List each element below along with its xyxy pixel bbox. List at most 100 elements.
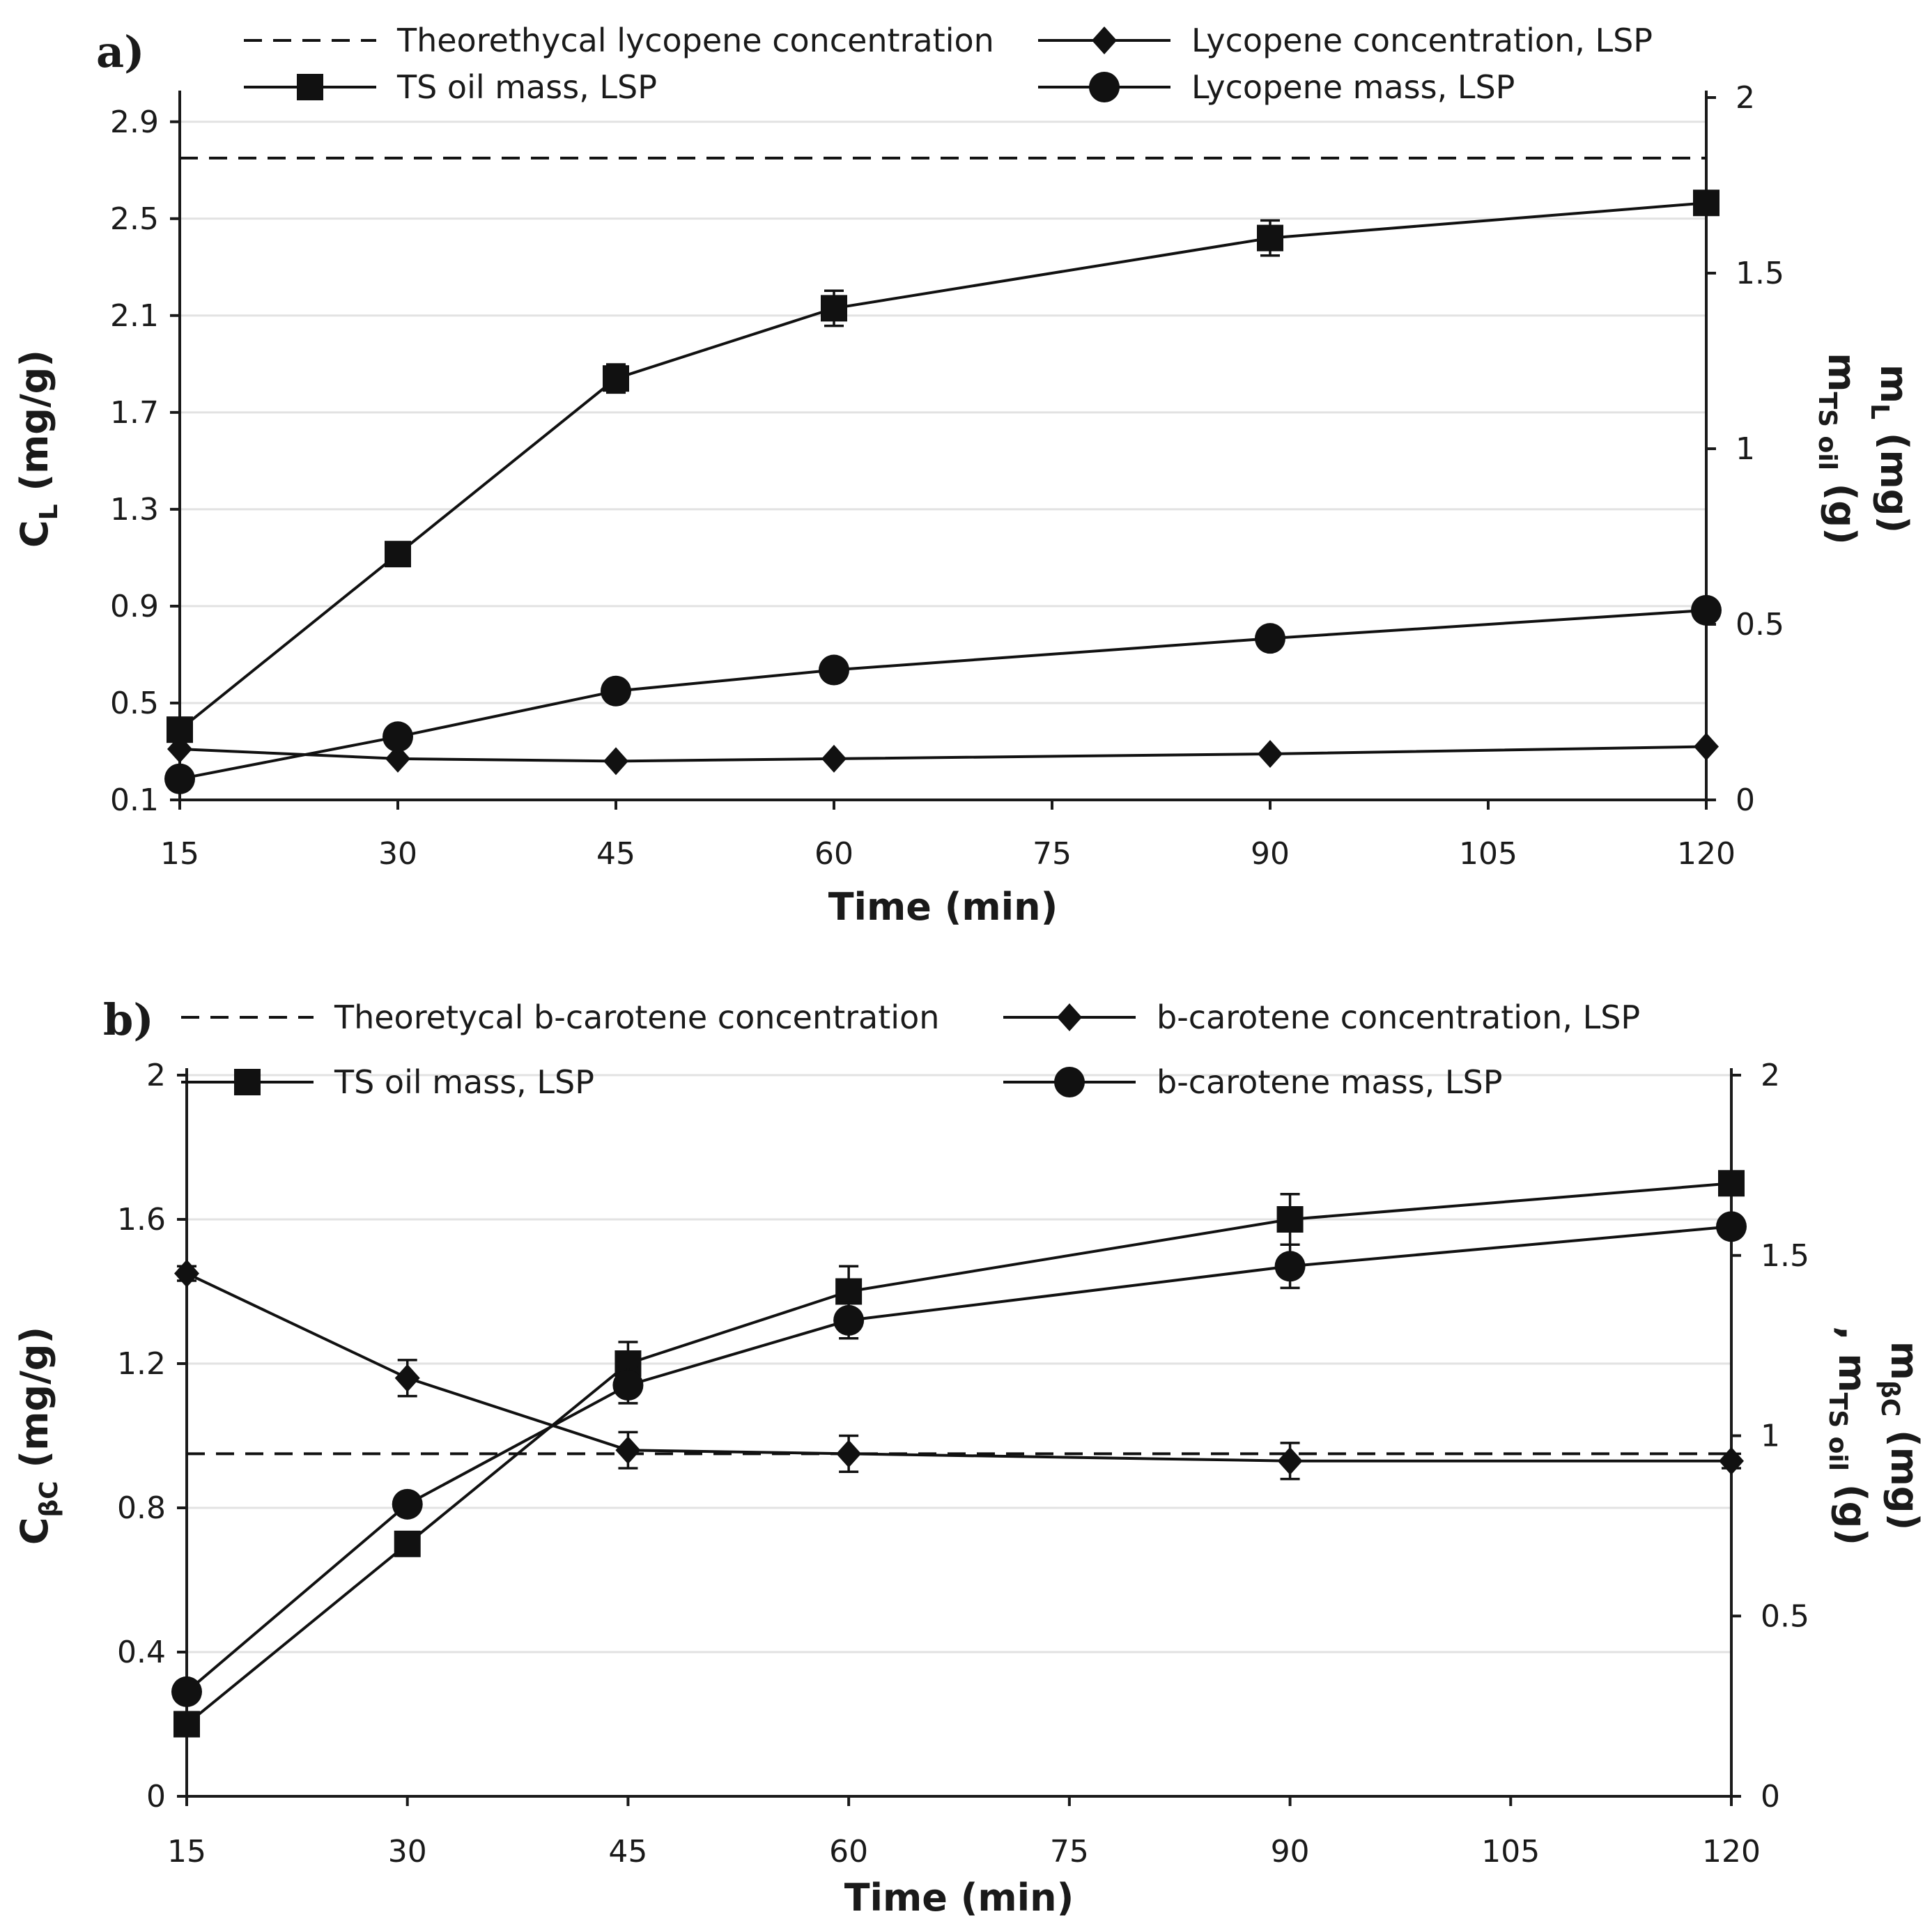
y-tick-label: 2.9 [110, 105, 159, 140]
y2-axis-title-line1: mβC (mg) [1876, 1341, 1926, 1531]
legend-label: TS oil mass, LSP [396, 68, 657, 106]
x-tick-label: 45 [608, 1834, 647, 1869]
legend-entry-theoretycal-b-carotene-concentration: Theoretycal b-carotene concentration [181, 998, 939, 1036]
legend-label: Theorethycal lycopene concentration [396, 22, 994, 59]
legend-marker [234, 1069, 261, 1095]
data-point [385, 744, 410, 773]
x-tick-label: 90 [1271, 1834, 1310, 1869]
legend-entry-theorethycal-lycopene-concentration: Theorethycal lycopene concentration [244, 22, 994, 59]
x-axis-title: Time (min) [844, 1876, 1074, 1920]
x-tick-label: 90 [1251, 836, 1290, 872]
x-tick-label: 60 [814, 836, 853, 872]
data-point [174, 1259, 199, 1288]
x-tick-label: 30 [388, 1834, 427, 1869]
y2-tick-label: 0.5 [1736, 607, 1784, 642]
data-point [819, 654, 849, 686]
chart-panel-a: 0.1 0.5 0.9 1.3 1.7 2.1 2.5 2.9 0 0.5 1 1.5 2 15 30 45 6… [13, 22, 1916, 929]
y2-tick-label: 2 [1736, 80, 1755, 116]
y-tick-label: 2.1 [110, 298, 159, 334]
series-b-carotene-mass-lsp [171, 1211, 1747, 1707]
chart-panel-b: 0 0.4 0.8 1.2 1.6 2 0 0.5 1 1.5 2 15 30 45 60 75 90 105 12… [13, 994, 1926, 1920]
data-point [821, 744, 847, 773]
x-tick-label: 105 [1459, 836, 1517, 872]
data-point [601, 675, 631, 707]
series-lycopene-mass-lsp [164, 594, 1722, 794]
y2-tick-label: 0 [1736, 782, 1755, 818]
data-point [1693, 190, 1720, 217]
x-tick-label: 105 [1481, 1834, 1540, 1869]
y2-axis-title-line2: mTS oil (g) [1813, 353, 1864, 545]
data-point [1691, 594, 1722, 626]
data-point [394, 1364, 420, 1392]
data-point [612, 1370, 644, 1401]
x-tick-label: 30 [378, 836, 417, 872]
series-line [178, 201, 1707, 731]
data-point [171, 1676, 202, 1707]
series-b-carotene-concentration-lsp [174, 1259, 1744, 1481]
legend-entry-lycopene-concentration-lsp: Lycopene concentration, LSP [1038, 22, 1653, 59]
y-axis-title: CβC (mg/g) [13, 1327, 63, 1545]
data-point [833, 1304, 865, 1336]
data-point [836, 1440, 862, 1468]
y2-tick-label: 1.5 [1736, 256, 1784, 291]
legend: Theorethycal lycopene concentration Lycop… [244, 22, 1653, 106]
y-tick-label: 2.5 [110, 201, 159, 237]
y-tick-label: 0.1 [110, 782, 159, 818]
series-ts-oil-mass-lsp [167, 190, 1720, 743]
data-point [1258, 739, 1283, 768]
legend-marker [1057, 1003, 1082, 1031]
series-line [186, 1272, 1731, 1463]
data-point [167, 716, 193, 743]
data-point [1718, 1170, 1745, 1197]
data-point [392, 1488, 423, 1520]
x-tick-label: 120 [1702, 1834, 1761, 1869]
y-axis-title: CL (mg/g) [13, 350, 63, 548]
series-line [185, 1182, 1732, 1726]
y2-tick-label: 1 [1736, 431, 1755, 467]
y-tick-label: 1.2 [117, 1346, 166, 1382]
data-point [1274, 1251, 1306, 1282]
x-tick-label: 15 [167, 1834, 206, 1869]
data-point [603, 365, 629, 392]
series-line [179, 745, 1707, 763]
x-axis-title: Time (min) [828, 885, 1058, 929]
data-point [821, 295, 847, 322]
x-tick-label: 120 [1677, 836, 1736, 872]
y2-tick-label: 0 [1761, 1779, 1780, 1814]
legend-label: b-carotene mass, LSP [1157, 1063, 1502, 1101]
data-point [394, 1530, 421, 1557]
y-tick-label: 1.7 [110, 395, 159, 431]
legend-marker [297, 74, 323, 100]
x-tick-label: 15 [160, 836, 199, 872]
legend-label: TS oil mass, LSP [334, 1063, 594, 1101]
series-line [185, 1225, 1732, 1693]
y-tick-label: 0.4 [117, 1635, 166, 1670]
data-point [1716, 1211, 1747, 1242]
y2-axis-title-line2: , mTS oil (g) [1823, 1326, 1874, 1545]
legend-marker [1089, 72, 1120, 102]
legend: Theoretycal b-carotene concentration b-ca… [181, 998, 1640, 1101]
x-tick-label: 60 [829, 1834, 868, 1869]
legend-entry-ts-oil-mass-lsp: TS oil mass, LSP [181, 1063, 594, 1101]
legend-entry-ts-oil-mass-lsp: TS oil mass, LSP [244, 68, 657, 106]
data-point [835, 1278, 863, 1305]
x-tick-label: 75 [1050, 1834, 1089, 1869]
y-tick-label: 1.3 [110, 492, 159, 527]
y-tick-label: 2 [146, 1058, 166, 1093]
data-point [1277, 1447, 1303, 1475]
y2-tick-label: 1 [1761, 1419, 1780, 1454]
legend-label: Lycopene concentration, LSP [1191, 22, 1653, 59]
data-point [164, 763, 195, 794]
panel-label: a) [96, 26, 145, 77]
legend-label: Lycopene mass, LSP [1191, 68, 1515, 106]
panel-label: b) [103, 994, 154, 1045]
y2-tick-label: 0.5 [1761, 1598, 1809, 1634]
y-tick-label: 0.9 [110, 589, 159, 624]
legend-label: Theoretycal b-carotene concentration [334, 998, 939, 1036]
legend-marker [1054, 1067, 1085, 1097]
series-line [179, 608, 1707, 780]
data-point [1694, 732, 1719, 761]
y-tick-label: 0.8 [117, 1490, 166, 1526]
legend-label: b-carotene concentration, LSP [1157, 998, 1640, 1036]
